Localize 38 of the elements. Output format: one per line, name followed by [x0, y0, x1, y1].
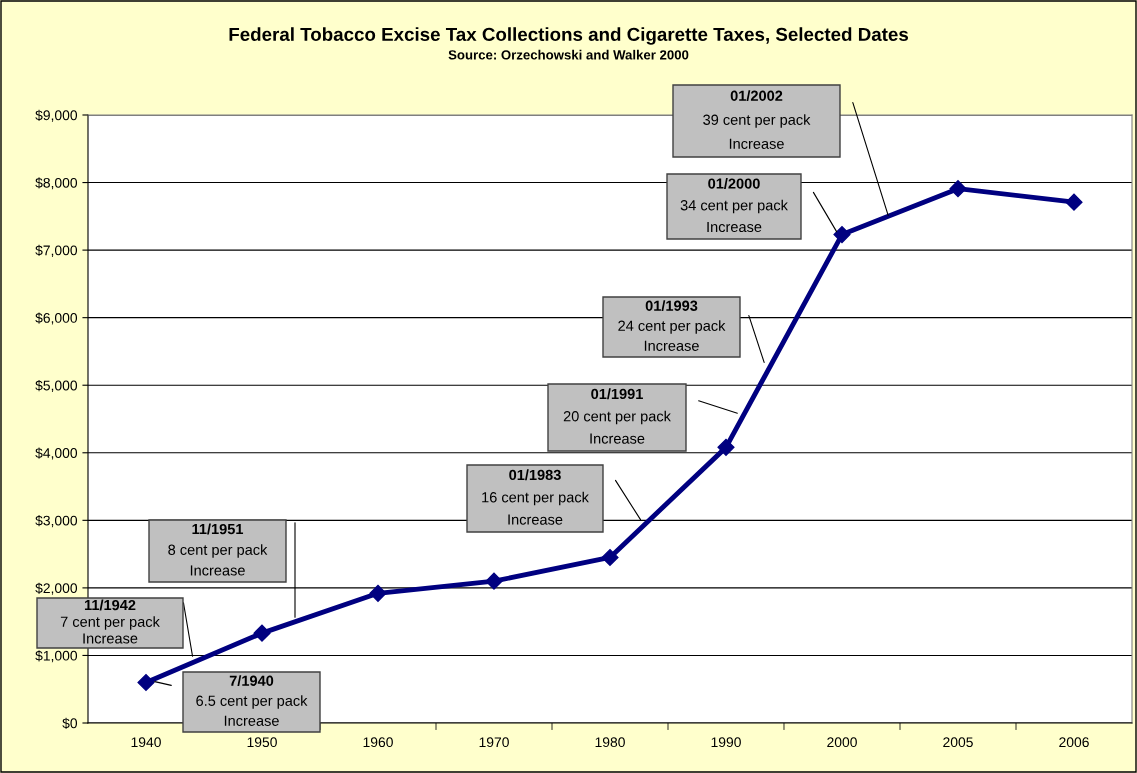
- x-tick-label: 1990: [711, 737, 741, 748]
- y-tick-label: $1,000: [35, 650, 78, 663]
- point: [137, 673, 155, 692]
- annotation: 7/1940 6.5 cent per pack Increase: [196, 675, 308, 726]
- annotation: 01/1993 24 cent per pack Increase: [618, 300, 726, 351]
- x-tick-label: 1980: [595, 737, 625, 748]
- y-tick-label: $3,000: [35, 515, 78, 528]
- annotation: 11/1942 7 cent per pack Increase: [60, 599, 160, 644]
- point: [833, 226, 851, 244]
- x-tick-label: 1960: [363, 737, 393, 748]
- chart-subtitle: Source: Orzechowski and Walker 2000: [448, 49, 689, 60]
- y-tick-label: $8,000: [35, 177, 78, 190]
- annotation: 01/2002 39 cent per pack Increase: [703, 90, 811, 149]
- y-tick-label: $9,000: [35, 109, 78, 122]
- y-tick-label: $5,000: [35, 379, 78, 393]
- y-tick-label: $7,000: [35, 244, 78, 257]
- x-tick-label: 1970: [479, 737, 509, 748]
- annotation: 01/2000 34 cent per pack Increase: [680, 178, 788, 233]
- y-tick-label: $4,000: [35, 447, 78, 460]
- x-tick-label: 2000: [827, 737, 857, 748]
- x-tick-label: 2006: [1059, 737, 1089, 748]
- chart-title: Federal Tobacco Excise Tax Collections and Cigarette Taxes, Selected Dates: [229, 27, 908, 45]
- point: [601, 548, 619, 567]
- point: [369, 584, 387, 602]
- x-tick-label: 2005: [943, 737, 973, 748]
- point: [485, 572, 503, 590]
- y-tick-label: $0: [62, 717, 78, 729]
- point: [253, 624, 271, 642]
- annotation: 01/1991 20 cent per pack Increase: [563, 388, 671, 444]
- y-tick-label: $6,000: [35, 312, 78, 325]
- point: [949, 180, 967, 198]
- annotation: 01/1983 16 cent per pack Increase: [482, 469, 589, 525]
- x-tick-label: 1940: [131, 737, 161, 748]
- point: [1065, 193, 1083, 211]
- x-tick-label: 1950: [247, 737, 277, 748]
- annotation: 11/1951 8 cent per pack Increase: [168, 523, 268, 576]
- point: [717, 438, 735, 456]
- y-tick-label: $2,000: [35, 582, 78, 595]
